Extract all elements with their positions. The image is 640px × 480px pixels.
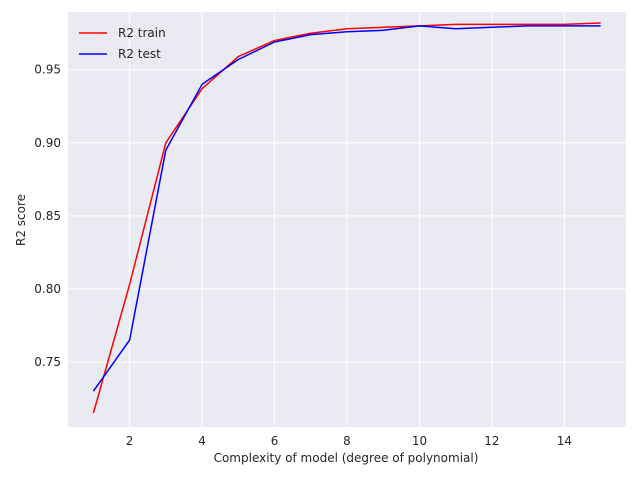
x-tick-label-1: 4 (198, 434, 206, 448)
x-tick-label-3: 8 (343, 434, 351, 448)
x-tick-label-4: 10 (412, 434, 427, 448)
grid (68, 12, 626, 427)
series-layer (92, 22, 601, 414)
legend-label-1: R2 test (118, 47, 161, 61)
legend: R2 train R2 test (79, 26, 166, 61)
y-tick-label-3: 0.90 (34, 136, 61, 150)
legend-label-0: R2 train (118, 26, 166, 40)
y-tick-label-1: 0.80 (34, 282, 61, 296)
x-tick-label-0: 2 (126, 434, 134, 448)
x-tick-label-5: 12 (484, 434, 499, 448)
y-tick-label-2: 0.85 (34, 209, 61, 223)
x-tick-label-2: 6 (271, 434, 279, 448)
y-tick-label-0: 0.75 (34, 355, 61, 369)
y-tick-labels: 0.75 0.80 0.85 0.90 0.95 (34, 63, 61, 369)
series-line-0 (92, 22, 601, 414)
x-tick-labels: 2 4 6 8 10 12 14 (126, 434, 572, 448)
series-line-1 (92, 25, 601, 392)
y-tick-label-4: 0.95 (34, 63, 61, 77)
x-tick-label-6: 14 (557, 434, 572, 448)
y-axis-label: R2 score (14, 194, 28, 246)
x-axis-label: Complexity of model (degree of polynomia… (214, 451, 479, 465)
